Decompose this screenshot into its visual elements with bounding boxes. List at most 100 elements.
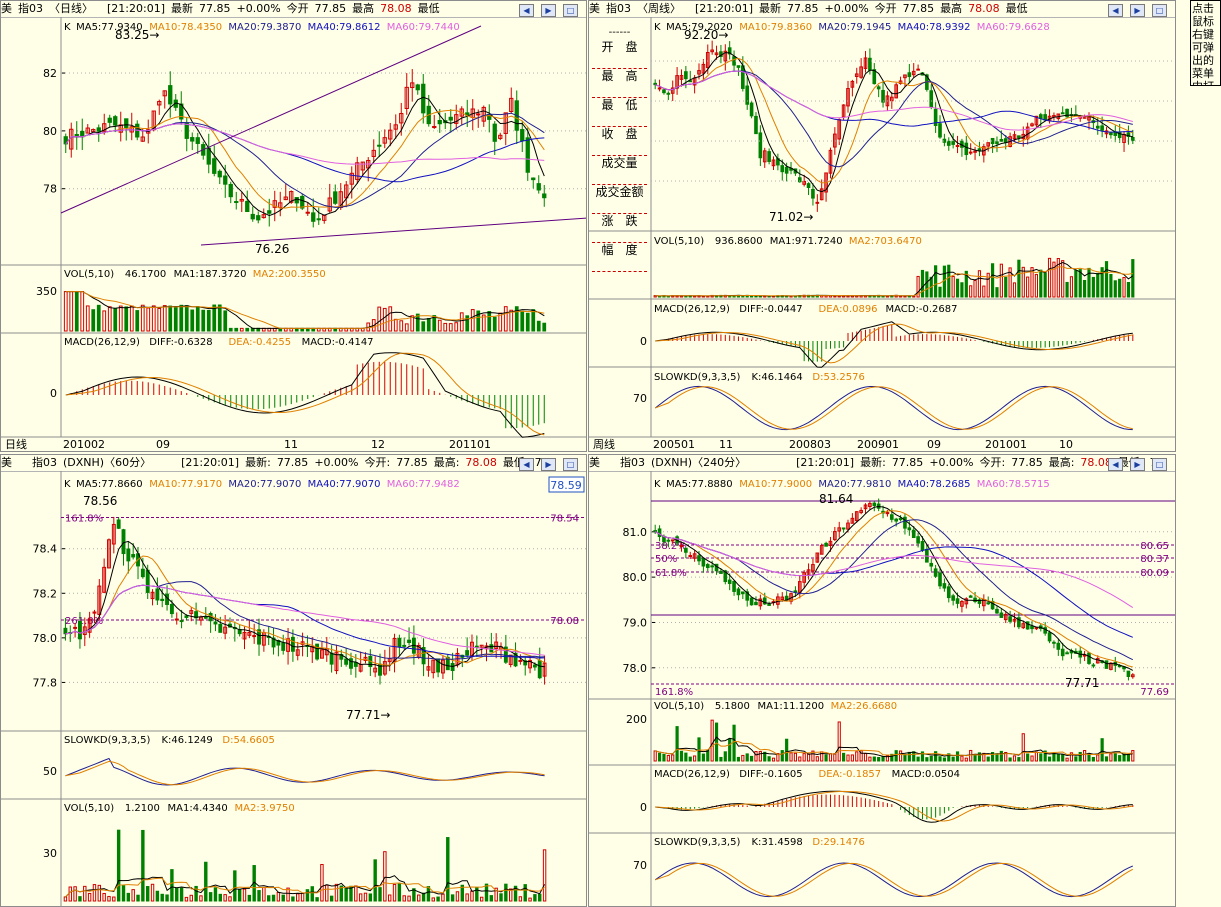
volume-bar xyxy=(412,888,416,902)
60min-chart-canvas[interactable]: K MA5:77.8660 MA10:77.9170 MA20:77.9070 MA40… xyxy=(1,455,587,907)
volume-bar xyxy=(701,753,705,762)
candle xyxy=(894,518,899,522)
high-value: 78.08 xyxy=(968,2,1000,15)
volume-bar xyxy=(201,309,206,332)
candle xyxy=(85,127,90,134)
volume-bar xyxy=(714,722,719,762)
candle xyxy=(113,116,118,126)
x-tick-label: 10 xyxy=(1059,438,1073,451)
candle xyxy=(305,211,310,214)
x-tick-label: 201101 xyxy=(449,438,491,451)
volume-bar xyxy=(339,885,344,902)
volume-bar xyxy=(91,309,96,332)
volume-bar xyxy=(1100,738,1104,762)
volume-bar xyxy=(402,895,406,902)
chart-panel-240min[interactable]: 美指03 (DXNH)〈240分〉 [21:20:01] 最新: 77.85 +0.00%… xyxy=(588,454,1176,907)
volume-bar xyxy=(383,851,387,902)
scroll-right-icon[interactable]: ▶ xyxy=(1130,458,1145,471)
indicator-header: MACD(26,12,9) xyxy=(654,769,730,780)
volume-bar xyxy=(441,893,445,902)
scroll-left-icon[interactable]: ◀ xyxy=(1108,4,1123,17)
candle xyxy=(666,92,671,95)
volume-bar xyxy=(78,896,82,902)
maximize-icon[interactable]: □ xyxy=(1152,458,1167,471)
fib-value: 80.09 xyxy=(1140,568,1169,579)
daily-chart-canvas[interactable]: K MA5:77.9340 MA10:78.4350 MA20:79.3870 MA40… xyxy=(1,1,587,452)
volume-bar xyxy=(218,893,223,902)
candle xyxy=(894,84,899,99)
candle xyxy=(382,137,387,144)
maximize-icon[interactable]: □ xyxy=(1152,4,1167,17)
candle xyxy=(732,56,736,66)
candle xyxy=(705,564,710,569)
240min-chart-canvas[interactable]: K MA5:77.8880 MA10:77.9000 MA20:77.9810 MA40… xyxy=(589,455,1176,907)
candle xyxy=(933,568,938,577)
volume-bar xyxy=(518,896,523,902)
indicator-header: SLOWKD(9,3,3,5) xyxy=(654,837,740,848)
candle xyxy=(710,565,714,568)
volume-bar xyxy=(436,896,440,902)
scroll-left-icon[interactable]: ◀ xyxy=(1108,458,1123,471)
volume-bar xyxy=(392,883,397,902)
volume-bar xyxy=(855,751,859,762)
candle xyxy=(311,212,316,222)
candle xyxy=(513,652,518,667)
volume-bar xyxy=(431,897,435,902)
indicator-header: MACD:-0.4147 xyxy=(302,337,374,348)
volume-bar xyxy=(470,890,474,902)
volume-bar xyxy=(189,894,193,902)
indicator-header: MA5:77.8660 xyxy=(76,479,143,490)
candle xyxy=(121,529,126,555)
candle xyxy=(190,137,195,142)
volume-bar xyxy=(228,896,232,902)
indicator-header: MA40:78.9392 xyxy=(898,22,971,33)
chart-panel-60min[interactable]: 美指03 (DXNH)〈60分〉 [21:20:01] 最新: 77.85 +0.00% 今… xyxy=(0,454,587,907)
volume-bar xyxy=(504,883,508,902)
high-value: 78.08 xyxy=(380,2,412,15)
volume-bar xyxy=(190,309,195,332)
chart-panel-weekly[interactable]: 美指03 〈周线〉 [21:20:01] 最新 77.85 +0.00% 今开 77.85 最高… xyxy=(588,0,1176,452)
scroll-right-icon[interactable]: ▶ xyxy=(1130,4,1145,17)
candle xyxy=(837,527,842,532)
y-tick-label: 0 xyxy=(640,335,647,348)
candle xyxy=(859,66,863,78)
candle xyxy=(657,87,662,90)
volume-bar xyxy=(305,889,310,902)
volume-bar xyxy=(1091,756,1095,762)
candle xyxy=(242,631,247,640)
candle xyxy=(349,172,354,185)
indicator-header: MA2:200.3550 xyxy=(253,269,326,280)
maximize-icon[interactable]: □ xyxy=(563,4,578,17)
volume-bar xyxy=(1017,259,1021,298)
high-marker: 78.56 xyxy=(83,494,117,508)
candle xyxy=(476,113,481,116)
volume-bar xyxy=(325,884,329,902)
colon: : xyxy=(267,456,271,469)
volume-bar xyxy=(475,887,479,902)
candle xyxy=(846,522,850,530)
candle xyxy=(662,89,666,94)
ma-line xyxy=(65,123,545,165)
x-tick-label: 201002 xyxy=(63,438,105,451)
candle xyxy=(973,597,977,602)
volume-bar xyxy=(368,893,373,902)
scroll-right-icon[interactable]: ▶ xyxy=(541,4,556,17)
candle xyxy=(402,644,407,647)
weekly-chart-canvas[interactable]: K MA5:79.2020 MA10:79.8360 MA20:79.1945 MA40… xyxy=(589,1,1176,452)
volume-bar xyxy=(942,265,946,298)
chart-panel-daily[interactable]: 美指03 〈日线〉 [21:20:01] 最新 77.85 +0.00% 今开 77.85 最高… xyxy=(0,0,587,452)
scroll-left-icon[interactable]: ◀ xyxy=(519,458,534,471)
candle xyxy=(1021,623,1026,629)
volume-bar xyxy=(141,829,145,902)
candle xyxy=(1030,123,1034,127)
scroll-left-icon[interactable]: ◀ xyxy=(519,4,534,17)
volume-bar xyxy=(995,753,999,762)
candle xyxy=(723,570,728,583)
scroll-right-icon[interactable]: ▶ xyxy=(541,458,556,471)
candle xyxy=(377,144,382,147)
volume-bar xyxy=(894,750,898,762)
candle xyxy=(203,616,208,619)
candle xyxy=(850,80,855,88)
volume-bar xyxy=(1012,282,1017,298)
maximize-icon[interactable]: □ xyxy=(563,458,578,471)
